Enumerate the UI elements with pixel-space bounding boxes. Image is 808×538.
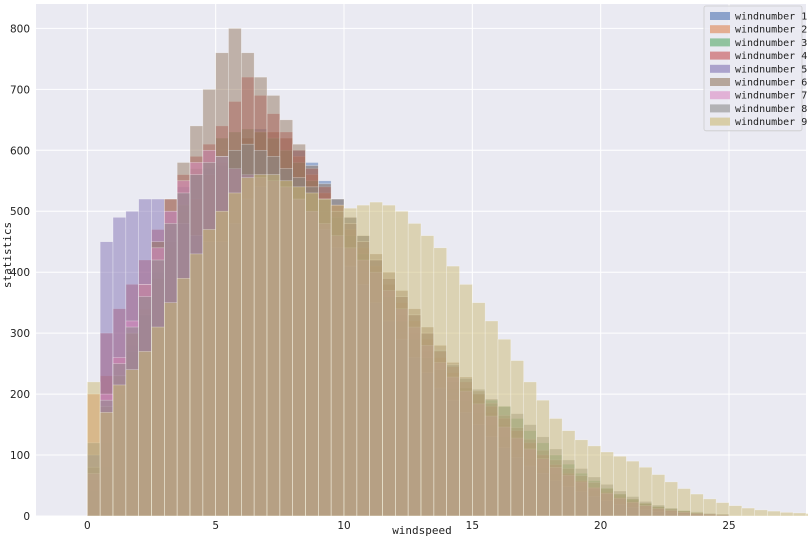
histogram-bar bbox=[266, 174, 281, 517]
histogram-bar bbox=[690, 493, 704, 517]
legend-swatch bbox=[710, 91, 730, 100]
histogram-bar bbox=[651, 474, 666, 517]
histogram-bar bbox=[356, 204, 370, 517]
histogram-bar bbox=[318, 198, 332, 517]
histogram-bar bbox=[792, 512, 807, 517]
histogram-bar bbox=[87, 381, 101, 517]
histogram-bar bbox=[241, 177, 255, 517]
histogram-bar bbox=[189, 253, 204, 517]
legend-swatch bbox=[710, 38, 730, 47]
x-tick-label: 25 bbox=[722, 520, 735, 532]
histogram-bar bbox=[330, 204, 345, 517]
histogram-bar bbox=[600, 451, 614, 517]
legend-box bbox=[703, 5, 803, 132]
x-tick-label: 0 bbox=[84, 520, 91, 532]
legend-swatch bbox=[710, 51, 730, 60]
legend-label: windnumber 1 bbox=[735, 12, 807, 23]
histogram-bar bbox=[215, 210, 229, 517]
legend-label: windnumber 8 bbox=[735, 104, 807, 115]
histogram-bar bbox=[561, 430, 576, 517]
histogram-bar bbox=[638, 466, 653, 517]
histogram-bar bbox=[433, 247, 447, 517]
histogram-bar bbox=[728, 505, 743, 517]
histogram-bar bbox=[446, 265, 460, 517]
x-axis-label: windspeed bbox=[392, 524, 452, 537]
histogram-bar bbox=[395, 210, 409, 517]
y-tick-label: 100 bbox=[10, 450, 30, 462]
legend-label: windnumber 6 bbox=[735, 78, 807, 89]
legend-swatch bbox=[710, 64, 730, 73]
y-tick-label: 400 bbox=[10, 267, 30, 279]
y-tick-label: 500 bbox=[10, 206, 30, 218]
histogram-bar bbox=[484, 320, 499, 517]
histogram-bar bbox=[664, 481, 678, 517]
histogram-bar bbox=[164, 302, 178, 517]
histogram-bar bbox=[305, 192, 319, 517]
x-tick-label: 5 bbox=[212, 520, 219, 532]
legend-swatch bbox=[710, 104, 730, 113]
histogram-bar bbox=[459, 284, 473, 517]
legend-label: windnumber 7 bbox=[735, 91, 807, 102]
histogram-bar bbox=[138, 351, 152, 517]
histogram-bar bbox=[279, 180, 293, 517]
histogram-bar bbox=[715, 502, 730, 517]
x-tick-label: 10 bbox=[337, 520, 350, 532]
histogram-bar bbox=[292, 186, 306, 517]
legend-label: windnumber 5 bbox=[735, 64, 807, 75]
y-tick-label: 700 bbox=[10, 84, 30, 96]
histogram-bar bbox=[626, 460, 640, 517]
histogram-bar bbox=[228, 192, 242, 517]
histogram-bar bbox=[549, 418, 563, 517]
histogram-bar bbox=[125, 369, 139, 517]
legend-label: windnumber 2 bbox=[735, 25, 807, 36]
histogram-bar bbox=[420, 235, 435, 517]
legend-swatch bbox=[710, 117, 730, 126]
histogram-bar bbox=[703, 498, 717, 517]
histogram-bar bbox=[780, 512, 794, 517]
histogram-bar bbox=[253, 174, 268, 517]
histogram-bar bbox=[767, 510, 781, 517]
y-tick-label: 800 bbox=[10, 23, 30, 35]
histogram-bar bbox=[382, 204, 396, 517]
histogram-bar bbox=[805, 513, 808, 517]
histogram-bar bbox=[99, 412, 114, 517]
y-tick-label: 300 bbox=[10, 328, 30, 340]
x-tick-label: 15 bbox=[466, 520, 479, 532]
y-axis-label: statistics bbox=[1, 222, 14, 288]
histogram-bar bbox=[151, 326, 165, 517]
histogram-bar bbox=[472, 302, 486, 517]
histogram-bar bbox=[741, 507, 755, 517]
axis-ticks: 0 100 200 300 400 500 600 700 800 0 5 10 15 20 25 bbox=[10, 23, 736, 532]
histogram-bar bbox=[587, 445, 601, 517]
legend-swatch bbox=[710, 78, 730, 86]
histogram-bar bbox=[176, 277, 191, 517]
histogram-bar bbox=[343, 207, 358, 517]
histogram-bar bbox=[613, 455, 627, 517]
legend-label: windnumber 3 bbox=[735, 38, 807, 49]
histogram-bar bbox=[754, 509, 768, 517]
histogram-bar bbox=[202, 229, 216, 517]
legend: windnumber 1 windnumber 2 windnumber 3 wind… bbox=[703, 5, 807, 132]
histogram-bar bbox=[407, 223, 422, 517]
histogram-bar bbox=[523, 381, 537, 517]
legend-swatch bbox=[710, 12, 730, 20]
histogram-bar bbox=[510, 360, 524, 517]
y-tick-label: 0 bbox=[23, 511, 30, 523]
x-tick-label: 20 bbox=[594, 520, 607, 532]
histogram-bar bbox=[536, 399, 550, 517]
series-9-bars bbox=[87, 174, 808, 517]
legend-label: windnumber 9 bbox=[735, 117, 807, 128]
histogram-bar bbox=[677, 488, 691, 517]
y-tick-label: 200 bbox=[10, 389, 30, 401]
y-tick-label: 600 bbox=[10, 145, 30, 157]
legend-label: windnumber 4 bbox=[735, 51, 807, 62]
histogram-bar bbox=[574, 439, 589, 517]
histogram-bars bbox=[87, 28, 808, 517]
histogram-bar bbox=[497, 338, 512, 517]
legend-swatch bbox=[710, 25, 730, 34]
histogram-bar bbox=[369, 201, 383, 517]
histogram-bar bbox=[112, 384, 127, 517]
